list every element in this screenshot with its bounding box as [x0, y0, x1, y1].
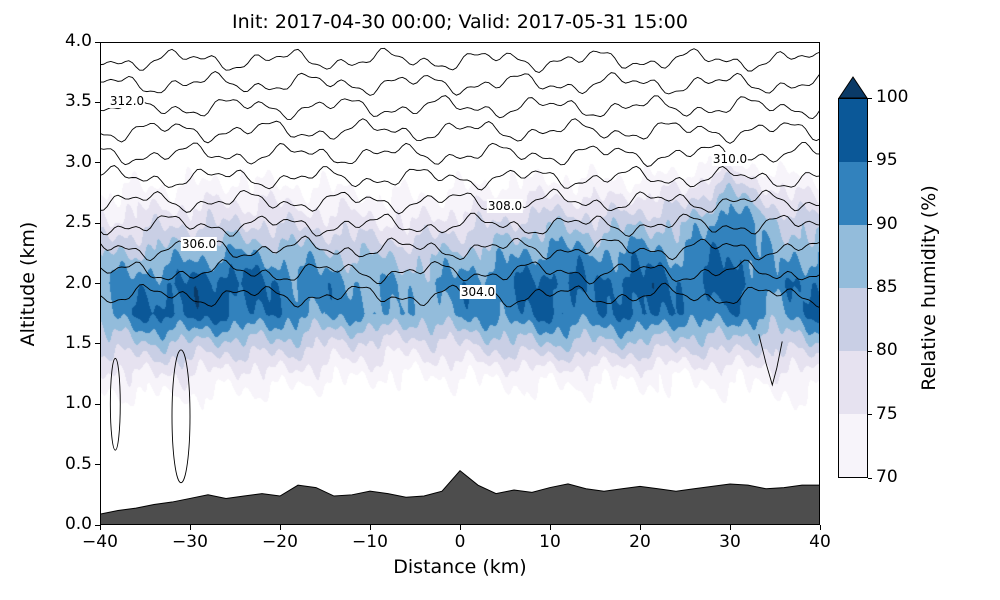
x-tick-label: −20 [262, 532, 298, 552]
y-tick [95, 41, 100, 43]
y-tick [95, 464, 100, 466]
y-tick-label: 4.0 [64, 31, 92, 51]
plot-title: Init: 2017-04-30 00:00; Valid: 2017-05-3… [232, 11, 688, 33]
x-tick [279, 525, 281, 530]
colorbar-band [839, 288, 867, 351]
colorbar-band [839, 99, 867, 162]
y-tick [95, 283, 100, 284]
colorbar-tick-label: 100 [876, 87, 909, 107]
y-tick [95, 403, 100, 405]
plot-area: 312.0 310.0 308.0 306.0 304.0 [100, 42, 820, 525]
y-tick [95, 101, 100, 103]
colorbar-tick-label: 85 [876, 277, 898, 297]
y-tick [95, 162, 100, 164]
x-tick-label: 40 [809, 532, 831, 552]
x-tick [369, 525, 371, 530]
y-tick-label: 0.0 [64, 514, 92, 534]
colorbar-label: Relative humidity (%) [918, 185, 940, 391]
contour-label: 308.0 [486, 198, 524, 213]
y-tick [95, 222, 100, 224]
x-tick [819, 525, 821, 530]
colorbar-tick-label: 90 [876, 213, 898, 234]
x-tick-label: 10 [539, 532, 561, 552]
contour-label: 306.0 [180, 237, 218, 252]
y-axis-label: Altitude (km) [17, 221, 39, 347]
colorbar-tick [868, 350, 872, 352]
colorbar-tick [868, 97, 872, 99]
colorbar-tick [868, 414, 872, 416]
x-tick [459, 525, 461, 530]
colorbar-band [839, 351, 867, 414]
colorbar-tick-label: 75 [876, 403, 898, 424]
x-axis-label: Distance (km) [393, 556, 527, 578]
x-tick-label: 0 [454, 532, 466, 552]
x-tick [99, 525, 101, 530]
y-tick-label: 3.5 [64, 91, 92, 112]
x-tick-label: 30 [719, 532, 741, 552]
y-tick-label: 2.5 [64, 212, 92, 233]
colorbar-band [839, 225, 867, 288]
y-tick-label: 1.0 [64, 393, 92, 414]
x-tick-label: −30 [172, 532, 208, 552]
colorbar-band [839, 162, 867, 225]
x-tick [189, 525, 191, 530]
x-tick-label: −10 [352, 532, 388, 552]
colorbar-tick [868, 477, 872, 479]
colorbar [838, 98, 868, 478]
y-tick [95, 343, 100, 345]
contour-canvas [100, 42, 820, 525]
contour-label: 310.0 [711, 152, 749, 167]
colorbar-tick [868, 224, 872, 226]
y-tick-label: 2.0 [64, 272, 92, 293]
contour-label: 312.0 [108, 93, 146, 108]
y-tick-label: 0.5 [64, 453, 92, 474]
colorbar-extend-triangle [838, 76, 868, 99]
y-tick-label: 3.0 [64, 151, 92, 172]
y-tick [95, 524, 100, 526]
y-tick-label: 1.5 [64, 332, 92, 353]
colorbar-tick-label: 70 [876, 467, 898, 487]
colorbar-band [839, 414, 867, 477]
x-tick-label: 20 [629, 532, 651, 552]
x-tick [549, 525, 551, 530]
contour-label: 304.0 [459, 285, 497, 300]
x-tick [639, 525, 641, 530]
colorbar-tick-label: 80 [876, 340, 898, 361]
x-tick-label: −40 [82, 532, 118, 552]
colorbar-tick-label: 95 [876, 150, 898, 171]
colorbar-tick [868, 160, 872, 162]
x-tick [729, 525, 731, 530]
colorbar-tick [868, 287, 872, 289]
